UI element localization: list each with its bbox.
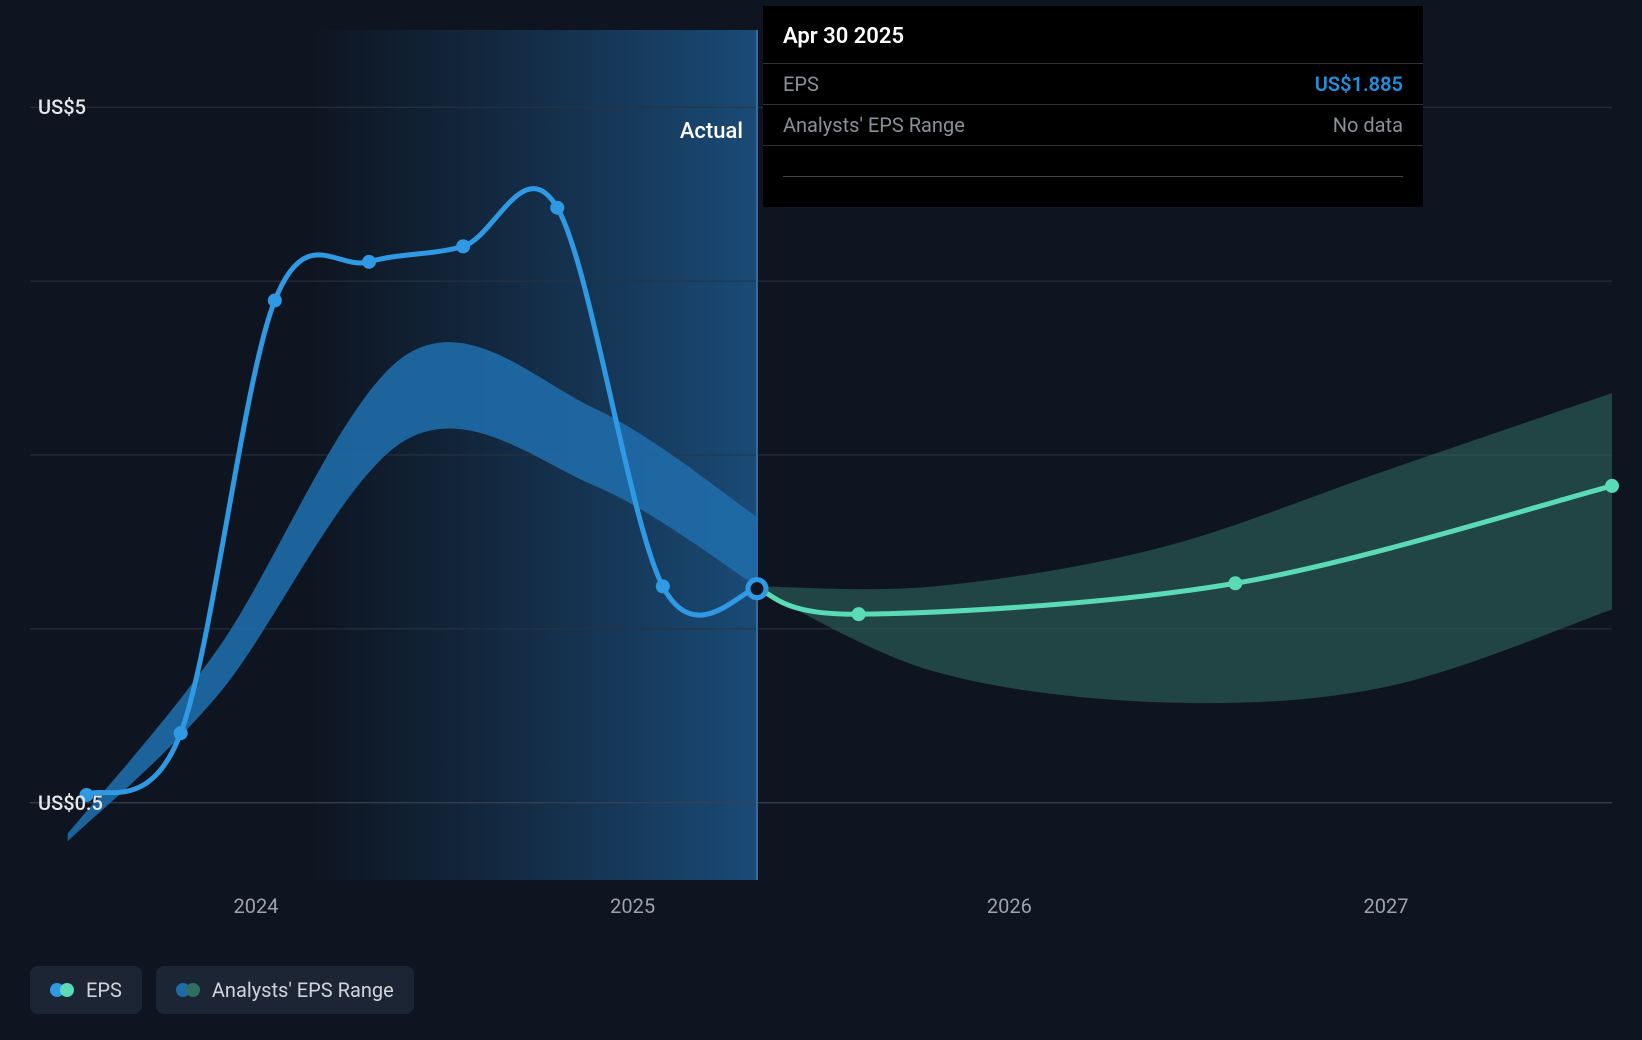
current-eps-marker[interactable]: [748, 580, 766, 598]
x-tick-label: 2027: [1364, 894, 1409, 918]
legend-item[interactable]: Analysts' EPS Range: [156, 966, 414, 1014]
x-tick-label: 2025: [610, 894, 655, 918]
eps-point-actual[interactable]: [174, 726, 188, 740]
tooltip-row-value: No data: [1333, 113, 1403, 137]
eps-point-actual[interactable]: [456, 239, 470, 253]
eps-point-actual[interactable]: [550, 201, 564, 215]
tooltip-row-value: US$1.885: [1315, 72, 1403, 96]
chart-tooltip: Apr 30 2025 EPS US$1.885 Analysts' EPS Ran…: [763, 6, 1423, 207]
eps-point-actual[interactable]: [362, 255, 376, 269]
legend-item[interactable]: EPS: [30, 966, 142, 1014]
eps-point-actual[interactable]: [268, 293, 282, 307]
y-tick-label: US$5: [38, 95, 86, 119]
tooltip-row: Analysts' EPS Range No data: [763, 105, 1423, 146]
eps-forecast-chart: US$5 US$0.5 2024 2025 2026 2027 Actual Analy…: [0, 0, 1642, 1040]
eps-point-actual[interactable]: [656, 579, 670, 593]
eps-point-forecast[interactable]: [1605, 479, 1619, 493]
x-tick-label: 2026: [987, 894, 1032, 918]
analyst-range-band-forecast: [757, 393, 1612, 703]
legend-label: Analysts' EPS Range: [212, 978, 394, 1002]
eps-point-forecast[interactable]: [852, 607, 866, 621]
tooltip-row-label: EPS: [783, 72, 819, 96]
plot-area[interactable]: US$5US$0.5 2024202520262027 Actual Analy…: [30, 30, 1612, 880]
legend-label: EPS: [86, 978, 122, 1002]
chart-legend: EPS Analysts' EPS Range: [30, 966, 414, 1014]
y-tick-label: US$0.5: [38, 791, 103, 815]
legend-swatch: [176, 983, 200, 997]
label-actual-region: Actual: [680, 119, 743, 144]
tooltip-title: Apr 30 2025: [763, 24, 1423, 64]
tooltip-row: EPS US$1.885: [763, 64, 1423, 105]
x-tick-label: 2024: [234, 894, 279, 918]
tooltip-row-label: Analysts' EPS Range: [783, 113, 965, 137]
eps-point-forecast[interactable]: [1228, 576, 1242, 590]
legend-swatch: [50, 983, 74, 997]
